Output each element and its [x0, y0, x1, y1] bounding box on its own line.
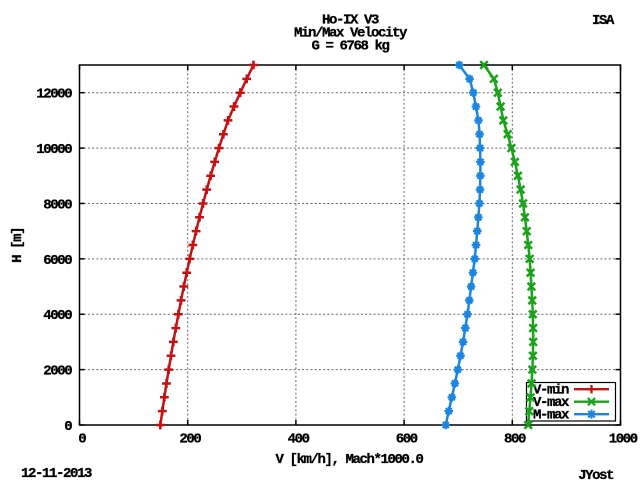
svg-text:0: 0 [78, 432, 86, 448]
svg-text:V-min: V-min [533, 382, 569, 398]
svg-text:8000: 8000 [43, 197, 72, 213]
svg-text:600: 600 [396, 432, 418, 448]
svg-text:JYost: JYost [578, 468, 614, 480]
svg-text:10000: 10000 [36, 142, 72, 158]
svg-text:M-max: M-max [533, 407, 570, 423]
svg-text:200: 200 [179, 432, 201, 448]
svg-text:800: 800 [504, 432, 526, 448]
svg-text:G = 6768 kg: G = 6768 kg [311, 39, 389, 55]
svg-text:Ho-IX V3: Ho-IX V3 [322, 13, 379, 29]
svg-text:ISA: ISA [592, 13, 615, 29]
svg-text:H [m]: H [m] [10, 228, 26, 263]
svg-text:2000: 2000 [43, 364, 72, 380]
svg-text:4000: 4000 [43, 308, 72, 324]
svg-text:0: 0 [64, 419, 72, 435]
svg-text:V [km/h], Mach*1000.0: V [km/h], Mach*1000.0 [275, 452, 423, 468]
svg-text:V-max: V-max [533, 395, 570, 411]
svg-text:12-11-2013: 12-11-2013 [21, 466, 92, 480]
svg-text:12000: 12000 [36, 87, 72, 103]
svg-text:1000: 1000 [609, 432, 638, 448]
svg-text:400: 400 [288, 432, 310, 448]
svg-text:Min/Max Velocity: Min/Max Velocity [294, 25, 408, 41]
svg-text:6000: 6000 [43, 253, 72, 269]
